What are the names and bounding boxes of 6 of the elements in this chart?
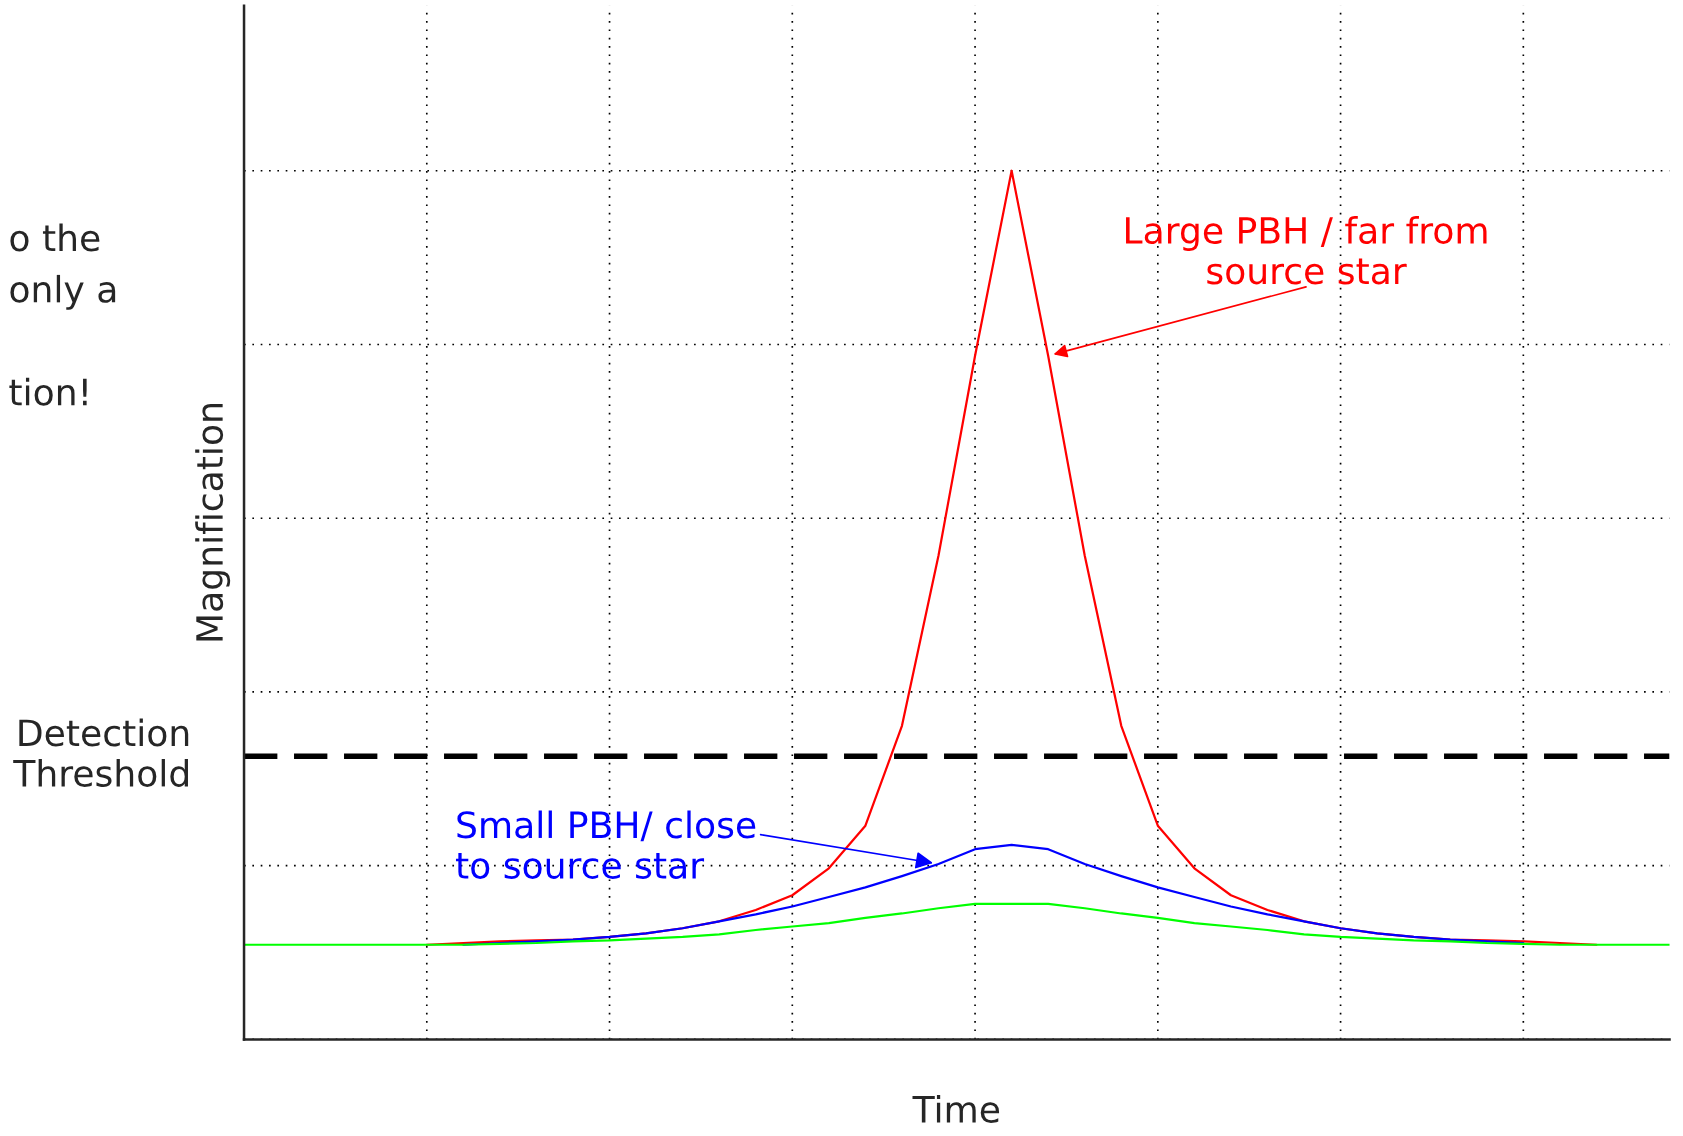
annotation: Large PBH / far from source star — [1126, 216, 1487, 285]
annotation: Small PBH/ close to source star — [455, 810, 756, 879]
ref-line-label: Detection Threshold — [13, 718, 189, 787]
y-axis-title: Magnification — [195, 404, 231, 641]
x-axis-title: Time — [912, 1095, 1000, 1123]
text: o the only a tion! — [9, 223, 116, 406]
